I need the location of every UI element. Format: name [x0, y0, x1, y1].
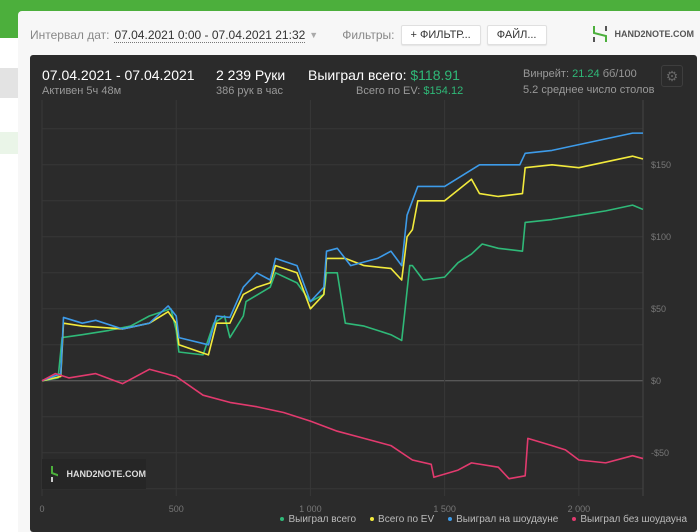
legend-label: Всего по EV	[378, 514, 435, 525]
hand2note-logo-icon	[51, 466, 59, 482]
x-tick-label: 1 000	[299, 504, 322, 514]
legend-dot-icon	[280, 517, 285, 522]
report-panel: Интервал дат: 07.04.2021 0:00 - 07.04.20…	[18, 11, 700, 532]
winrate-label: Винрейт:	[523, 68, 570, 80]
legend-item[interactable]: Выиграл всего	[280, 514, 356, 525]
y-tick-label: -$50	[651, 448, 669, 458]
date-interval-dropdown[interactable]: 07.04.2021 0:00 - 07.04.2021 21:32	[114, 27, 306, 43]
legend-item[interactable]: Всего по EV	[370, 514, 434, 525]
ev-value: $154.12	[423, 85, 464, 97]
avg-tables: 5.2 среднее число столов	[523, 84, 655, 96]
filters-label: Фильтры:	[342, 28, 395, 42]
hands-count: 2 239 Руки	[216, 67, 286, 83]
ev-label: Всего по EV:	[356, 85, 421, 97]
watermark-text: HAND2NOTE.COM	[66, 469, 146, 479]
x-tick-label: 500	[169, 504, 184, 514]
active-time: Активен 5ч 48м	[42, 85, 122, 97]
chevron-down-icon[interactable]: ▼	[309, 30, 319, 40]
y-tick-label: $0	[651, 376, 661, 386]
won-label: Выиграл всего:	[308, 67, 407, 83]
legend-dot-icon	[370, 517, 375, 522]
filter-bar: Интервал дат: 07.04.2021 0:00 - 07.04.20…	[30, 23, 547, 47]
legend-label: Выиграл без шоудауна	[580, 514, 687, 525]
profit-chart: 0 500 1 000 1 500 2 000 -$50 $0 $50 $100 $150	[39, 100, 671, 514]
sidebar-item-active[interactable]	[0, 132, 18, 154]
file-button[interactable]: ФАЙЛ...	[486, 25, 547, 45]
x-tick-label: 1 500	[433, 504, 456, 514]
logo-text: HAND2NOTE.COM	[614, 29, 694, 39]
winrate: Винрейт: 21.24 бб/100	[523, 68, 637, 80]
ev-total: Всего по EV: $154.12	[356, 85, 463, 97]
y-tick-label: $150	[651, 160, 671, 170]
sidebar	[0, 38, 18, 532]
series-line-3	[41, 368, 644, 480]
add-filter-button[interactable]: + ФИЛЬТР...	[400, 25, 481, 45]
legend-dot-icon	[572, 517, 577, 522]
brand-logo: HAND2NOTE.COM	[592, 25, 694, 43]
gear-icon[interactable]: ⚙	[661, 65, 683, 87]
hands-per-hour: 386 рук в час	[216, 85, 284, 97]
legend-item[interactable]: Выиграл на шоудауне	[448, 514, 558, 525]
graph-panel: 07.04.2021 - 07.04.2021 Активен 5ч 48м 2…	[30, 55, 697, 532]
legend-label: Выиграл всего	[288, 514, 357, 525]
interval-label: Интервал дат:	[30, 28, 110, 42]
series-line-0	[41, 204, 644, 382]
watermark-logo: HAND2NOTE.COM	[42, 459, 146, 489]
legend-label: Выиграл на шоудауне	[456, 514, 559, 525]
sidebar-item[interactable]	[0, 68, 18, 98]
hand2note-logo-icon	[593, 26, 608, 42]
x-tick-label: 0	[39, 504, 44, 514]
date-range: 07.04.2021 - 07.04.2021	[42, 67, 195, 83]
winrate-unit: бб/100	[602, 68, 637, 80]
won-value: $118.91	[410, 67, 460, 83]
series-line-2	[41, 132, 643, 382]
winrate-value: 21.24	[572, 68, 600, 80]
y-tick-label: $100	[651, 232, 671, 242]
legend-item[interactable]: Выиграл без шоудауна	[572, 514, 687, 525]
series-line-1	[41, 155, 644, 382]
y-tick-label: $50	[651, 304, 666, 314]
x-tick-label: 2 000	[568, 504, 591, 514]
legend-dot-icon	[448, 517, 453, 522]
chart-legend: Выиграл всего Всего по EV Выиграл на шоуда…	[280, 514, 687, 525]
won-total: Выиграл всего: $118.91	[308, 67, 460, 83]
